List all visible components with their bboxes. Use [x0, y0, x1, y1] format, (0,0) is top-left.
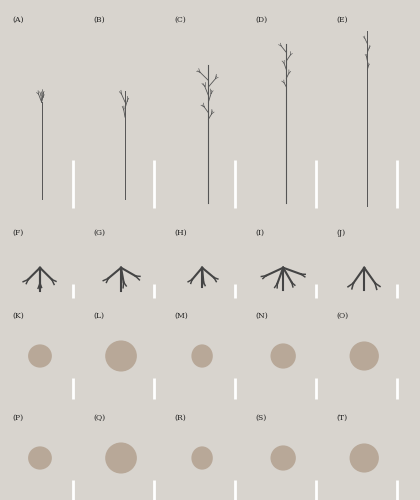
Text: (S): (S) [255, 414, 267, 422]
Text: (J): (J) [336, 228, 346, 236]
Text: (E): (E) [336, 16, 348, 24]
Ellipse shape [350, 444, 378, 471]
Ellipse shape [271, 344, 295, 368]
Text: (T): (T) [336, 414, 348, 422]
Text: (F): (F) [12, 228, 24, 236]
Ellipse shape [192, 345, 212, 367]
Text: (L): (L) [93, 312, 105, 320]
Text: (B): (B) [93, 16, 105, 24]
Ellipse shape [192, 447, 212, 469]
Text: (O): (O) [336, 312, 349, 320]
Text: (H): (H) [174, 228, 187, 236]
Text: (Q): (Q) [93, 414, 105, 422]
Text: (I): (I) [255, 228, 265, 236]
Text: (G): (G) [93, 228, 105, 236]
Text: (D): (D) [255, 16, 268, 24]
Ellipse shape [350, 342, 378, 369]
Text: (K): (K) [12, 312, 24, 320]
Text: (R): (R) [174, 414, 186, 422]
Text: (C): (C) [174, 16, 186, 24]
Text: (A): (A) [12, 16, 24, 24]
Ellipse shape [29, 447, 51, 469]
Ellipse shape [106, 444, 136, 472]
Ellipse shape [29, 345, 51, 367]
Text: (N): (N) [255, 312, 268, 320]
Text: (P): (P) [12, 414, 24, 422]
Text: (M): (M) [174, 312, 188, 320]
Ellipse shape [106, 342, 136, 370]
Ellipse shape [271, 446, 295, 470]
